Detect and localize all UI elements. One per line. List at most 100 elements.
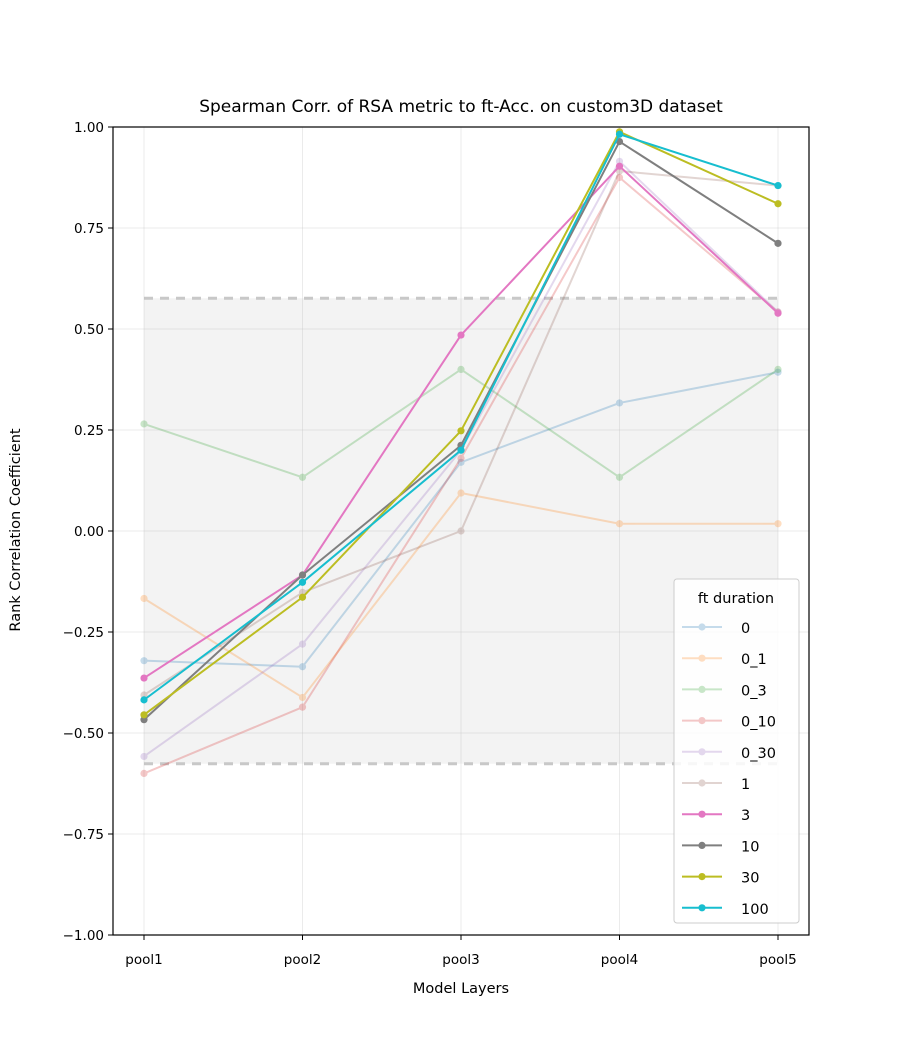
series-group [140, 128, 782, 778]
data-point [457, 365, 465, 373]
data-point [298, 663, 307, 671]
series-3 [140, 162, 782, 682]
legend-label: 10 [741, 839, 759, 855]
data-point [140, 674, 148, 682]
x-axis-label: Model Layers [413, 981, 509, 997]
legend-label: 30 [741, 871, 759, 887]
legend-marker [682, 685, 722, 694]
data-point [140, 657, 148, 665]
y-tick-label: 0.00 [74, 524, 104, 540]
legend-entry-100: 100 [682, 902, 769, 918]
legend-label: 0 [741, 621, 750, 637]
legend-entry-0: 0 [682, 621, 750, 637]
data-point [298, 703, 307, 711]
y-tick-label: −0.75 [63, 827, 104, 843]
data-point [457, 527, 465, 535]
y-tick-label: 1.00 [74, 120, 104, 136]
data-point [457, 489, 465, 497]
data-point [140, 696, 148, 704]
data-point [298, 571, 307, 579]
y-tick-label: −0.25 [63, 625, 104, 641]
data-point [774, 200, 782, 208]
legend-marker [682, 873, 722, 881]
data-point [457, 331, 465, 339]
series-line [143, 176, 779, 775]
y-tick-label: −1.00 [63, 928, 104, 944]
legend-marker [682, 623, 722, 631]
data-point [140, 769, 148, 778]
x-tick-label: pool4 [601, 952, 638, 968]
legend-label: 3 [741, 808, 750, 824]
data-point [140, 594, 148, 603]
x-tick-label: pool3 [442, 952, 479, 968]
x-tick-label: pool2 [284, 952, 321, 968]
legend-entry-0_3: 0_3 [682, 683, 767, 699]
legend-title: ft duration [698, 591, 774, 607]
series-line [143, 492, 778, 699]
legend-marker [682, 779, 722, 787]
data-point [140, 752, 148, 761]
data-point [615, 162, 624, 170]
legend-label: 100 [741, 902, 769, 918]
data-point [457, 446, 465, 454]
y-tick-label: 0.50 [74, 322, 104, 338]
series-0 [140, 368, 782, 671]
data-point [298, 578, 307, 586]
legend-entry-3: 3 [682, 808, 750, 824]
band-fill [144, 298, 778, 764]
legend-label: 0_30 [741, 746, 776, 762]
legend-marker [682, 841, 722, 850]
series-line [143, 368, 779, 479]
y-tick-label: −0.50 [63, 726, 104, 742]
legend-marker [682, 810, 722, 818]
legend-label: 0_1 [741, 652, 767, 668]
legend-dot [698, 873, 706, 881]
significance-band [144, 296, 778, 766]
legend-dot [698, 779, 706, 787]
legend-box [673, 578, 800, 924]
data-point [615, 399, 624, 407]
legend-dot [698, 810, 706, 818]
data-point [615, 520, 624, 528]
y-tick-label: 0.25 [74, 423, 104, 439]
series-0_1 [140, 489, 782, 702]
legend-dot [698, 748, 706, 756]
data-point [457, 454, 465, 462]
data-point [774, 520, 782, 528]
series-0_3 [140, 365, 782, 481]
x-axis-ticks: pool1 pool2 pool3 pool4 pool5 [125, 935, 797, 968]
legend-entry-0_30: 0_30 [682, 746, 776, 762]
legend-entry-10: 10 [682, 839, 759, 855]
series-100 [140, 130, 782, 704]
data-point [298, 640, 307, 648]
data-point [774, 239, 782, 247]
legend-marker [682, 717, 722, 725]
data-point [615, 130, 624, 138]
legend-marker [682, 904, 722, 912]
legend-dot [698, 623, 706, 631]
y-axis-ticks: −1.00 −0.75 −0.50 −0.25 0.00 0.25 0.50 0.75 1.00 [63, 120, 113, 944]
legend-dot [698, 841, 706, 850]
x-tick-label: pool5 [759, 952, 796, 968]
legend-marker [682, 748, 722, 756]
legend-label: 0_10 [741, 715, 776, 731]
legend-dot [698, 717, 706, 725]
chart-title: Spearman Corr. of RSA metric to ft-Acc. … [199, 97, 723, 117]
data-point [298, 593, 307, 601]
legend-label: 1 [741, 777, 750, 793]
legend-label: 0_3 [741, 683, 767, 699]
legend-dot [698, 904, 706, 912]
legend-entry-1: 1 [682, 777, 750, 793]
data-point [140, 711, 148, 719]
data-point [140, 420, 148, 428]
legend-dot [698, 654, 706, 662]
data-point [457, 427, 465, 435]
data-point [774, 181, 782, 190]
legend-entry-30: 30 [682, 871, 759, 887]
data-point [298, 473, 307, 481]
y-tick-label: 0.75 [74, 221, 104, 237]
data-point [615, 473, 624, 481]
legend-entry-0_10: 0_10 [682, 715, 776, 731]
legend-items: 0 0_1 0_3 0_10 0_30 1 3 10 30 100 [682, 621, 776, 918]
